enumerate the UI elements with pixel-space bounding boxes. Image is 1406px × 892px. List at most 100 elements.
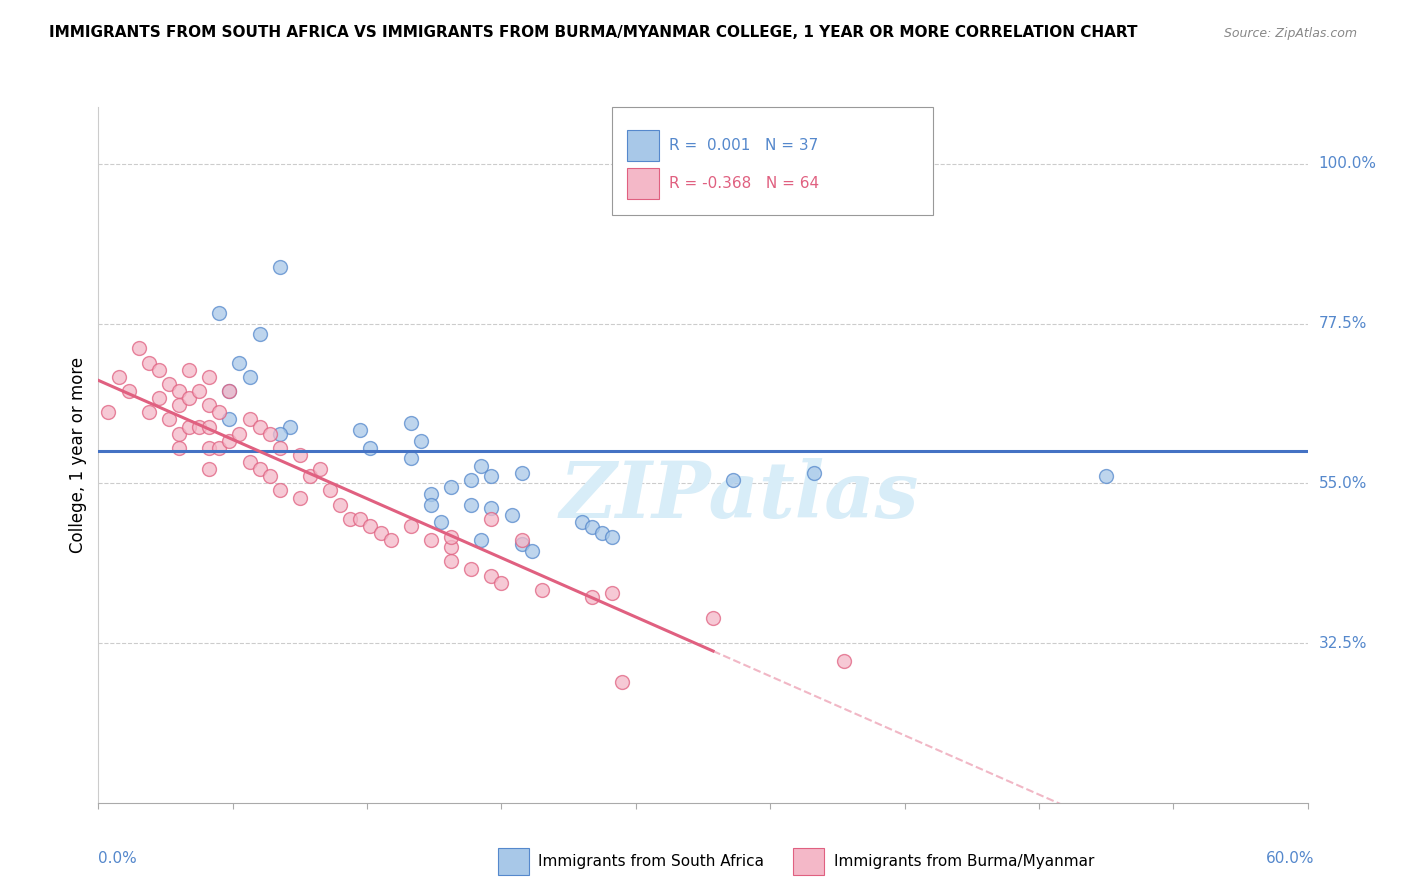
Point (419, 487, 441, 501)
Point (167, 426, 190, 441)
Point (177, 362, 201, 376)
Text: R = -0.368   N = 64: R = -0.368 N = 64 (669, 176, 820, 191)
Point (440, 480, 463, 494)
Point (419, 498, 441, 512)
Point (198, 441, 221, 455)
Point (97, 405, 120, 419)
Point (1095, 469, 1118, 483)
Point (581, 590, 603, 604)
Point (682, 171, 704, 186)
Point (349, 512, 371, 526)
Point (600, 530, 623, 544)
Text: Immigrants from South Africa: Immigrants from South Africa (538, 855, 765, 869)
Text: ZIPatlas: ZIPatlas (560, 458, 920, 535)
Point (440, 530, 463, 544)
Point (360, 519, 382, 533)
Point (600, 586, 623, 600)
Point (510, 533, 533, 548)
Point (440, 554, 463, 568)
Point (571, 516, 593, 530)
Point (177, 419, 201, 434)
Point (208, 306, 231, 320)
Point (299, 469, 322, 483)
Point (278, 419, 301, 434)
Point (470, 458, 492, 473)
Point (128, 342, 150, 356)
Point (148, 391, 170, 405)
Point (208, 405, 231, 419)
Point (380, 533, 402, 548)
Point (481, 568, 503, 582)
Point (612, 675, 634, 690)
Point (501, 508, 523, 523)
Point (510, 466, 533, 480)
Point (269, 483, 291, 498)
Point (702, 611, 724, 625)
Text: Source: ZipAtlas.com: Source: ZipAtlas.com (1223, 27, 1357, 40)
Text: R =  0.001   N = 37: R = 0.001 N = 37 (669, 137, 818, 153)
Point (269, 441, 291, 455)
Point (360, 441, 382, 455)
Point (591, 526, 613, 541)
Point (198, 462, 221, 476)
Point (419, 533, 441, 548)
Point (138, 356, 160, 370)
Point (803, 466, 825, 480)
Point (157, 376, 180, 391)
Point (481, 512, 503, 526)
Point (188, 384, 211, 398)
Point (228, 426, 250, 441)
Point (399, 519, 422, 533)
Point (218, 384, 240, 398)
Point (239, 455, 262, 469)
Point (228, 356, 250, 370)
Point (249, 462, 271, 476)
Point (530, 582, 553, 597)
Point (188, 419, 211, 434)
Point (399, 416, 422, 430)
Point (782, 178, 804, 193)
Point (157, 412, 180, 426)
Point (239, 369, 262, 384)
Point (198, 369, 221, 384)
Point (269, 260, 291, 274)
Point (208, 441, 231, 455)
Point (581, 520, 603, 534)
Point (218, 434, 240, 448)
Point (349, 423, 371, 437)
Point (409, 434, 432, 448)
Point (510, 536, 533, 550)
Point (460, 498, 482, 512)
Point (288, 491, 311, 505)
Point (218, 384, 240, 398)
Point (177, 391, 201, 405)
Point (832, 654, 855, 668)
FancyBboxPatch shape (627, 130, 659, 161)
Point (723, 473, 745, 487)
Point (198, 419, 221, 434)
Point (288, 448, 311, 462)
Point (481, 469, 503, 483)
Point (259, 426, 281, 441)
Text: Immigrants from Burma/Myanmar: Immigrants from Burma/Myanmar (834, 855, 1094, 869)
Point (460, 561, 482, 575)
Point (339, 512, 361, 526)
Text: 60.0%: 60.0% (1267, 851, 1315, 865)
Point (460, 473, 482, 487)
Point (198, 398, 221, 412)
Point (399, 451, 422, 466)
Point (167, 398, 190, 412)
Text: 100.0%: 100.0% (1319, 156, 1376, 171)
Point (167, 384, 190, 398)
Text: 32.5%: 32.5% (1319, 636, 1367, 650)
Point (249, 419, 271, 434)
Point (470, 533, 492, 548)
Point (269, 426, 291, 441)
Point (259, 469, 281, 483)
Point (118, 384, 141, 398)
Point (148, 362, 170, 376)
Point (481, 501, 503, 516)
Point (430, 516, 453, 530)
Point (319, 483, 342, 498)
Point (440, 540, 463, 554)
